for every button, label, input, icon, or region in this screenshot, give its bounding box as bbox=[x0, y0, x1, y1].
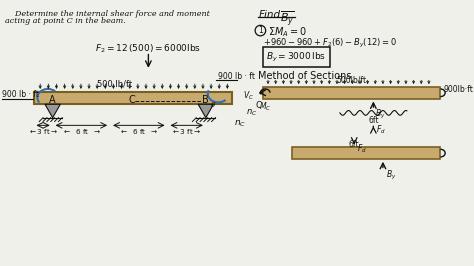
Polygon shape bbox=[198, 104, 213, 118]
Text: 6ft: 6ft bbox=[349, 140, 359, 149]
Text: 900 lb · ft: 900 lb · ft bbox=[218, 72, 255, 81]
Text: A: A bbox=[49, 95, 56, 105]
Text: $\Sigma M_A = 0$: $\Sigma M_A = 0$ bbox=[268, 25, 307, 39]
Text: C: C bbox=[129, 95, 136, 105]
FancyBboxPatch shape bbox=[263, 87, 440, 98]
Text: $F_d$: $F_d$ bbox=[357, 143, 367, 155]
Text: $B_y$: $B_y$ bbox=[375, 108, 386, 121]
Text: $\leftarrow$  6 ft  $\rightarrow$: $\leftarrow$ 6 ft $\rightarrow$ bbox=[62, 127, 101, 136]
Text: $\theta$: $\theta$ bbox=[210, 101, 216, 109]
FancyBboxPatch shape bbox=[292, 147, 440, 159]
Text: 900 lb · ft: 900 lb · ft bbox=[2, 90, 39, 99]
FancyBboxPatch shape bbox=[34, 92, 232, 104]
Text: Determine the internal shear force and moment: Determine the internal shear force and m… bbox=[5, 10, 210, 18]
Text: $M_C$: $M_C$ bbox=[259, 101, 271, 113]
Text: $B_y = 3000\,\mathrm{lbs}$: $B_y = 3000\,\mathrm{lbs}$ bbox=[266, 51, 326, 64]
Polygon shape bbox=[45, 104, 60, 118]
Text: $B_y$: $B_y$ bbox=[386, 168, 396, 181]
Text: B: B bbox=[202, 95, 209, 105]
Text: 1: 1 bbox=[258, 26, 263, 35]
Text: $V_C$: $V_C$ bbox=[243, 90, 254, 102]
Text: 500lb/ft: 500lb/ft bbox=[337, 76, 367, 85]
Text: 6ft: 6ft bbox=[368, 116, 379, 125]
Text: $F_d$: $F_d$ bbox=[376, 123, 386, 136]
Text: $\leftarrow$3 ft$\rightarrow$: $\leftarrow$3 ft$\rightarrow$ bbox=[28, 127, 58, 136]
Text: $F_2 = 12\,(500) = 6000\mathrm{lbs}$: $F_2 = 12\,(500) = 6000\mathrm{lbs}$ bbox=[95, 42, 201, 55]
Text: 900lb·ft: 900lb·ft bbox=[443, 85, 473, 94]
Text: acting at point C in the beam.: acting at point C in the beam. bbox=[5, 17, 126, 25]
Text: $\leftarrow$3 ft$\rightarrow$: $\leftarrow$3 ft$\rightarrow$ bbox=[172, 127, 202, 136]
Text: C: C bbox=[255, 101, 261, 110]
Text: $n_C$: $n_C$ bbox=[246, 107, 257, 118]
Text: $\overline{B_y}$: $\overline{B_y}$ bbox=[280, 10, 294, 28]
Text: 500 lb/ft: 500 lb/ft bbox=[97, 79, 132, 88]
Text: $+960-960+F_2(6)-B_y(12)=0$: $+960-960+F_2(6)-B_y(12)=0$ bbox=[263, 37, 397, 50]
Text: $n_C$: $n_C$ bbox=[234, 119, 246, 129]
Text: $\leftarrow$  6 ft  $\rightarrow$: $\leftarrow$ 6 ft $\rightarrow$ bbox=[119, 127, 159, 136]
Text: Find: Find bbox=[258, 10, 281, 19]
Text: Method of Sections: Method of Sections bbox=[258, 71, 352, 81]
